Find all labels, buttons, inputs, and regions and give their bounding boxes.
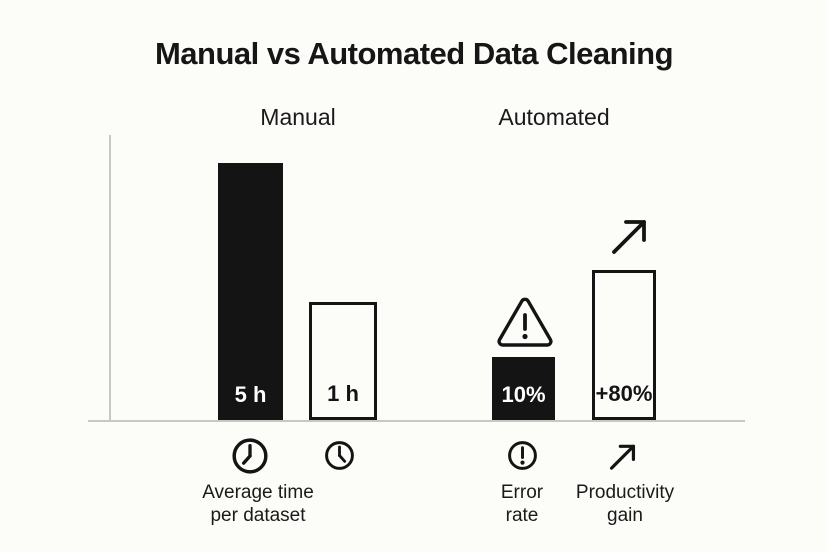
metric-label-line: rate — [505, 505, 539, 526]
metric-label-productivity-gain: Productivity gain — [525, 481, 725, 527]
clock-icon — [324, 440, 355, 471]
metric-label-average-time: Average time per dataset — [158, 481, 358, 527]
group-header-automated: Automated — [498, 104, 610, 130]
bar-value-label: 1 h — [327, 381, 359, 406]
bar-manual-avg-time: 5 h — [218, 163, 283, 420]
metric-label-line: Average time — [202, 482, 314, 503]
alert-circle-icon — [507, 440, 538, 471]
bar-value-label: +80% — [595, 381, 653, 406]
y-axis-line — [109, 135, 111, 421]
trend-up-arrow-icon — [605, 212, 653, 260]
bar-productivity-gain: +80% — [592, 270, 656, 420]
bar-value-label: 5 h — [234, 382, 267, 407]
group-header-manual: Manual — [260, 104, 336, 130]
x-axis-baseline — [88, 420, 745, 422]
bar-automated-avg-time: 1 h — [309, 302, 377, 420]
trend-up-arrow-icon — [605, 439, 640, 474]
metric-label-line: gain — [607, 505, 643, 526]
bar-value-label: 10% — [501, 382, 546, 407]
bar-error-rate: 10% — [492, 357, 555, 420]
metric-label-line: Error — [500, 482, 544, 503]
metric-label-line: Productivity — [575, 482, 675, 503]
metric-label-line: per dataset — [210, 505, 306, 526]
clock-icon — [231, 437, 269, 475]
warning-triangle-icon — [495, 296, 555, 349]
metric-label-error-rate: Error rate — [447, 481, 597, 527]
page-title: Manual vs Automated Data Cleaning — [154, 36, 674, 71]
